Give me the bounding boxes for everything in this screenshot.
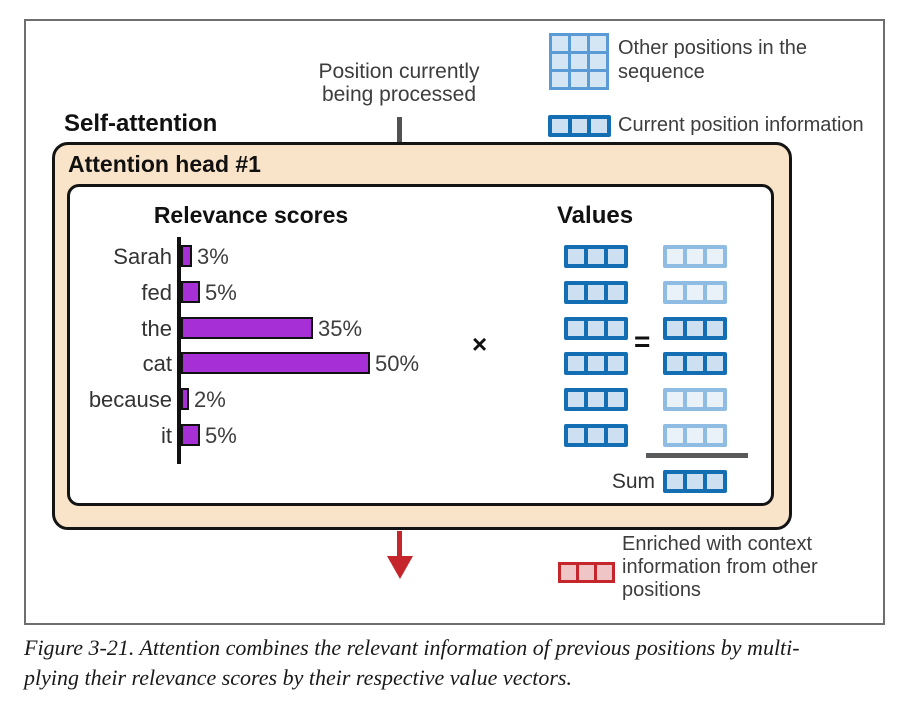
vector-cell bbox=[707, 356, 723, 371]
position-processing-label: Position currently being processed bbox=[318, 60, 480, 106]
relevance-bar bbox=[181, 281, 200, 303]
bar-value-label: 5% bbox=[205, 280, 237, 305]
value-vector bbox=[564, 388, 628, 411]
vector-cell bbox=[608, 249, 624, 264]
attention-head-title: Attention head #1 bbox=[68, 151, 261, 177]
bar-category-label: because bbox=[88, 387, 172, 412]
self-attention-title: Self-attention bbox=[64, 110, 218, 137]
value-vector bbox=[564, 317, 628, 340]
vector-cell bbox=[687, 392, 703, 407]
vector-cell bbox=[588, 356, 604, 371]
result-vector bbox=[663, 245, 727, 268]
vector-cell bbox=[707, 321, 723, 336]
bar-value-label: 35% bbox=[318, 316, 363, 341]
equals-operator: = bbox=[634, 326, 651, 357]
vector-cell bbox=[707, 392, 723, 407]
computation-panel bbox=[67, 184, 774, 506]
vector-cell bbox=[568, 428, 584, 443]
caption-line-1: Figure 3-21. Attention combines the rele… bbox=[24, 635, 800, 660]
bar-category-label: it bbox=[161, 423, 172, 448]
vector-cell bbox=[568, 285, 584, 300]
vector-cell bbox=[588, 285, 604, 300]
value-vector bbox=[564, 245, 628, 268]
result-vector bbox=[663, 424, 727, 447]
vector-cell bbox=[568, 392, 584, 407]
sum-vector bbox=[663, 470, 727, 493]
vector-cell bbox=[687, 356, 703, 371]
vector-cell bbox=[667, 474, 683, 489]
vector-cell bbox=[667, 321, 683, 336]
bar-category-label: cat bbox=[142, 351, 172, 376]
vector-cell bbox=[687, 474, 703, 489]
value-vector bbox=[564, 352, 628, 375]
vector-cell bbox=[608, 392, 624, 407]
red-down-arrow-shaft bbox=[397, 531, 402, 558]
vector-cell bbox=[667, 285, 683, 300]
vector-cell bbox=[687, 321, 703, 336]
enriched-vector-icon bbox=[558, 562, 615, 583]
vector-cell bbox=[588, 249, 604, 264]
vector-cell bbox=[608, 356, 624, 371]
result-vector bbox=[663, 388, 727, 411]
sum-label: Sum bbox=[611, 470, 655, 493]
figure-caption: Figure 3-21. Attention combines the rele… bbox=[24, 633, 896, 693]
vector-cell bbox=[588, 392, 604, 407]
relevance-bar bbox=[181, 317, 313, 339]
relevance-bar bbox=[181, 245, 192, 267]
current-position-legend-label: Current position information bbox=[618, 114, 864, 136]
vector-cell bbox=[568, 249, 584, 264]
current-position-vector-icon bbox=[548, 115, 611, 137]
vector-cell bbox=[588, 321, 604, 336]
vector-cell bbox=[707, 249, 723, 264]
vector-cell bbox=[687, 285, 703, 300]
bar-category-label: the bbox=[141, 316, 172, 341]
vector-cell bbox=[667, 249, 683, 264]
vector-cell bbox=[687, 428, 703, 443]
bar-value-label: 5% bbox=[205, 423, 237, 448]
other-positions-legend-label: Other positions in the sequence bbox=[618, 37, 807, 83]
bar-value-label: 2% bbox=[194, 387, 226, 412]
vector-cell bbox=[568, 321, 584, 336]
bar-category-label: Sarah bbox=[113, 244, 172, 269]
multiply-operator: × bbox=[472, 329, 488, 359]
value-vector bbox=[564, 424, 628, 447]
vector-cell bbox=[568, 356, 584, 371]
relevance-bar bbox=[181, 388, 189, 410]
result-vector bbox=[663, 317, 727, 340]
sum-divider-line bbox=[646, 453, 748, 458]
vector-cell bbox=[667, 392, 683, 407]
caption-line-2: plying their relevance scores by their r… bbox=[24, 665, 572, 690]
result-vector bbox=[663, 281, 727, 304]
bar-value-label: 3% bbox=[197, 244, 229, 269]
vector-cell bbox=[667, 356, 683, 371]
vector-cell bbox=[588, 428, 604, 443]
vector-cell bbox=[608, 285, 624, 300]
vector-cell bbox=[707, 474, 723, 489]
other-positions-grid-icon bbox=[549, 33, 609, 90]
vector-cell bbox=[667, 428, 683, 443]
enriched-legend-label: Enriched with context information from o… bbox=[622, 533, 818, 601]
relevance-bar bbox=[181, 352, 370, 374]
relevance-scores-title: Relevance scores bbox=[153, 202, 349, 228]
bar-category-label: fed bbox=[141, 280, 172, 305]
red-down-arrow-icon bbox=[387, 556, 413, 579]
vector-cell bbox=[687, 249, 703, 264]
values-title: Values bbox=[557, 202, 634, 229]
vector-cell bbox=[608, 428, 624, 443]
vector-cell bbox=[707, 428, 723, 443]
result-vector bbox=[663, 352, 727, 375]
vector-cell bbox=[707, 285, 723, 300]
vector-cell bbox=[608, 321, 624, 336]
relevance-bar bbox=[181, 424, 200, 446]
bar-value-label: 50% bbox=[375, 351, 420, 376]
chart-axis-line bbox=[177, 237, 181, 464]
value-vector bbox=[564, 281, 628, 304]
